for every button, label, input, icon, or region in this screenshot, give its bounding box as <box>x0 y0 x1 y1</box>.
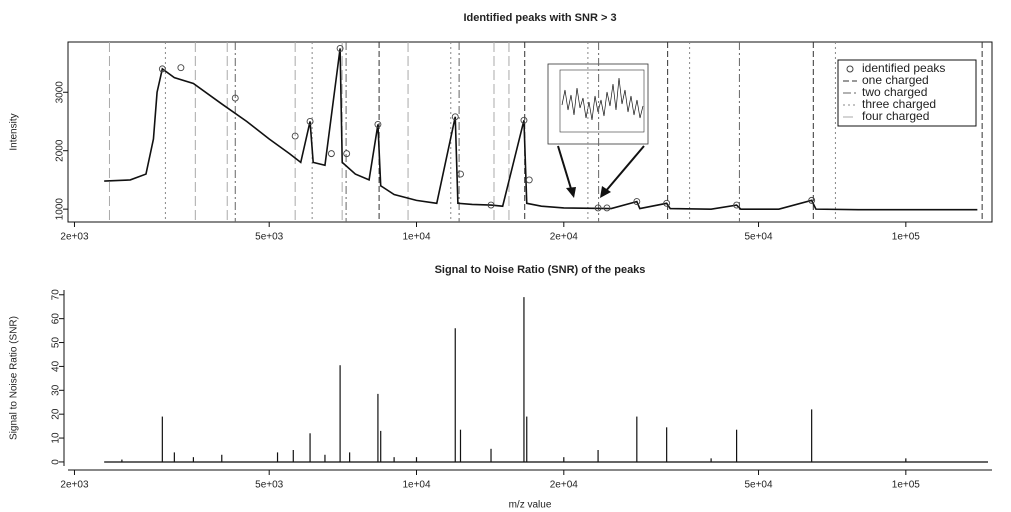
legend-label: one charged <box>862 73 929 87</box>
y-tick-label: 50 <box>51 337 62 349</box>
peak-marker <box>306 118 314 125</box>
y-tick-label: 10 <box>51 432 62 444</box>
inset <box>547 63 649 198</box>
legend-label: two charged <box>862 85 927 99</box>
peak-marker <box>487 201 495 209</box>
peak-marker <box>520 116 528 124</box>
x-axis-label: m/z value <box>509 500 552 511</box>
legend-label: four charged <box>862 109 929 123</box>
spectrum-line <box>104 48 978 211</box>
peak-marker <box>525 176 533 184</box>
y-tick-label: 40 <box>51 360 62 372</box>
legend-marker <box>846 65 854 73</box>
peak-marker <box>633 198 641 205</box>
peak-marker <box>374 120 382 128</box>
legend-label: three charged <box>862 97 936 111</box>
y-tick-label: 3000 <box>55 81 66 104</box>
y-tick-label: 60 <box>51 313 62 325</box>
peak-marker <box>177 64 185 72</box>
x-tick-label: 2e+04 <box>550 232 579 243</box>
x-tick-label: 5e+03 <box>255 480 284 491</box>
peak-marker <box>158 65 166 73</box>
legend-box <box>837 59 977 127</box>
peak-marker <box>327 150 335 158</box>
x-tick-label: 5e+03 <box>255 232 284 243</box>
y-tick-label: 70 <box>51 289 62 301</box>
x-tick-label: 5e+04 <box>744 480 773 491</box>
peak-marker <box>603 204 611 212</box>
x-tick-label: 1e+05 <box>892 480 921 491</box>
x-tick-label: 5e+04 <box>744 232 773 243</box>
y-tick-label: 0 <box>51 459 62 465</box>
y-axis-label: Intensity <box>9 113 20 150</box>
peak-marker <box>343 150 351 158</box>
peak-marker <box>291 132 299 140</box>
chart-title: Identified peaks with SNR > 3 <box>463 12 616 24</box>
y-axis-label: Signal to Noise Ratio (SNR) <box>9 316 20 440</box>
x-tick-label: 2e+03 <box>60 232 89 243</box>
chart-title: Signal to Noise Ratio (SNR) of the peaks <box>435 264 646 276</box>
x-tick-label: 2e+03 <box>60 480 89 491</box>
peak-marker <box>733 201 741 209</box>
y-tick-label: 30 <box>51 384 62 396</box>
y-tick-label: 1000 <box>55 198 66 221</box>
peak-marker <box>336 44 344 52</box>
x-tick-label: 1e+04 <box>402 480 431 491</box>
x-tick-label: 1e+04 <box>402 232 431 243</box>
peak-marker <box>451 113 459 121</box>
peak-marker <box>457 170 464 178</box>
peak-marker <box>663 199 671 207</box>
peak-marker <box>594 204 602 212</box>
plot-frame <box>67 41 993 223</box>
legend-label: identified peaks <box>862 61 945 75</box>
x-tick-label: 2e+04 <box>550 480 579 491</box>
peak-marker <box>808 196 816 204</box>
y-tick-label: 20 <box>51 408 62 420</box>
y-tick-label: 2000 <box>55 139 66 162</box>
peak-marker <box>231 94 239 102</box>
x-tick-label: 1e+05 <box>892 232 921 243</box>
